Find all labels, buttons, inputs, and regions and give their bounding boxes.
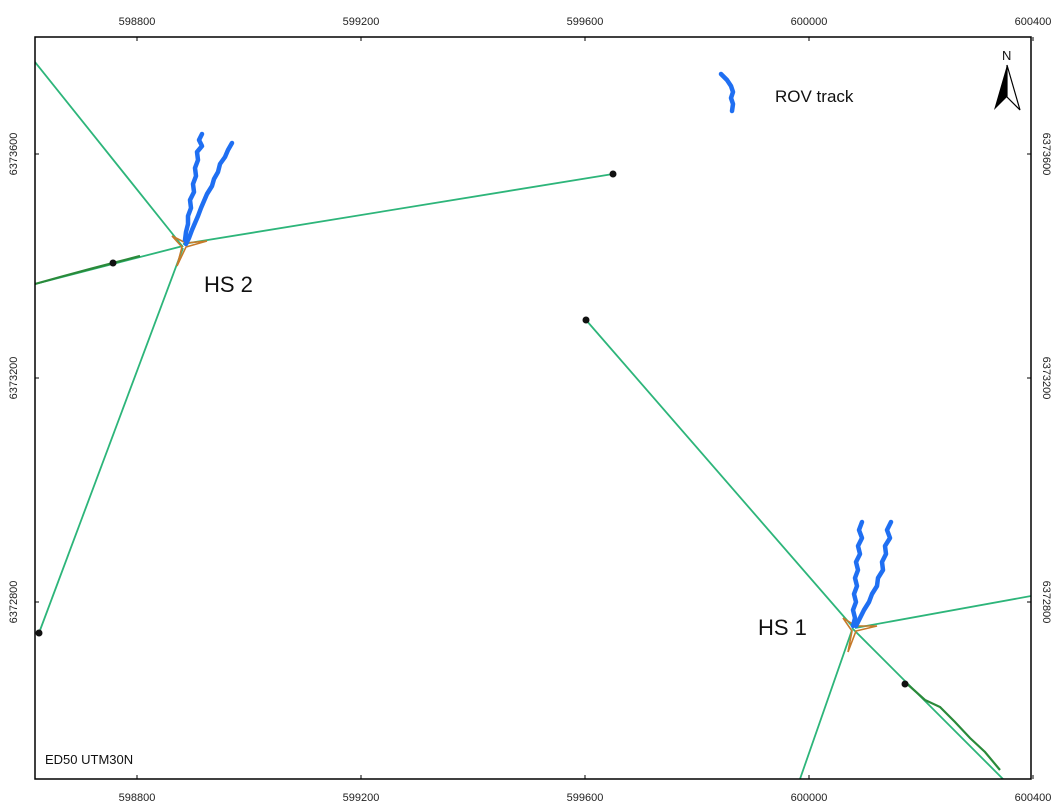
- rov-track: [182, 131, 205, 243]
- map-frame: [34, 36, 1032, 780]
- anchor-point: [582, 316, 590, 324]
- mooring-line: [854, 595, 1031, 629]
- y-tick-label: 6372800: [1040, 581, 1052, 624]
- anchor-point: [35, 629, 43, 637]
- x-tick-label: 599600: [567, 16, 604, 28]
- mooring-line: [38, 247, 184, 634]
- x-tick-label: 599200: [343, 792, 380, 804]
- y-tick-label: 6373600: [8, 133, 20, 176]
- north-arrow-icon: [994, 65, 1007, 110]
- y-tick-label: 6372800: [8, 581, 20, 624]
- x-tick-label: 598800: [119, 792, 156, 804]
- x-tick-label: 599600: [567, 792, 604, 804]
- rov-track: [850, 519, 865, 629]
- x-tick-label: 600000: [791, 792, 828, 804]
- mooring-line: [799, 629, 853, 779]
- crs-label: ED50 UTM30N: [45, 752, 133, 767]
- mooring-line: [35, 61, 184, 248]
- mooring-line: [182, 173, 614, 245]
- legend-rov-label: ROV track: [775, 87, 854, 106]
- legend: ROV track: [718, 71, 854, 114]
- x-tick-label: 600000: [791, 16, 828, 28]
- y-axis-ticks: 6373600 6373600 6373200 6373200 6372800 63728…: [8, 133, 1052, 624]
- site-label-hs2: HS 2: [204, 272, 253, 297]
- rov-track: [183, 140, 235, 247]
- north-arrow: N: [994, 48, 1021, 111]
- y-tick-label: 6373200: [8, 357, 20, 400]
- rov-track: [853, 519, 894, 629]
- mooring-line: [585, 319, 853, 627]
- x-tick-label: 600400: [1015, 16, 1052, 28]
- x-tick-label: 600400: [1015, 792, 1052, 804]
- mooring-line-segment: [35, 254, 141, 286]
- anchor-point: [609, 170, 617, 178]
- legend-rov-swatch: [718, 71, 736, 114]
- mooring-line: [851, 627, 1004, 779]
- map-content: [35, 61, 1031, 779]
- north-arrow-icon-outline: [1006, 64, 1021, 111]
- y-tick-label: 6373600: [1040, 133, 1052, 176]
- north-label: N: [1002, 48, 1011, 63]
- x-axis-ticks: 598800 598800 599200 599200 599600 599600 6000…: [119, 16, 1052, 804]
- mooring-line-segment: [904, 681, 1001, 771]
- y-tick-label: 6373200: [1040, 357, 1052, 400]
- x-tick-label: 599200: [343, 16, 380, 28]
- anchor-point: [901, 680, 909, 688]
- site-label-hs1: HS 1: [758, 615, 807, 640]
- x-tick-label: 598800: [119, 16, 156, 28]
- anchor-point: [109, 259, 117, 267]
